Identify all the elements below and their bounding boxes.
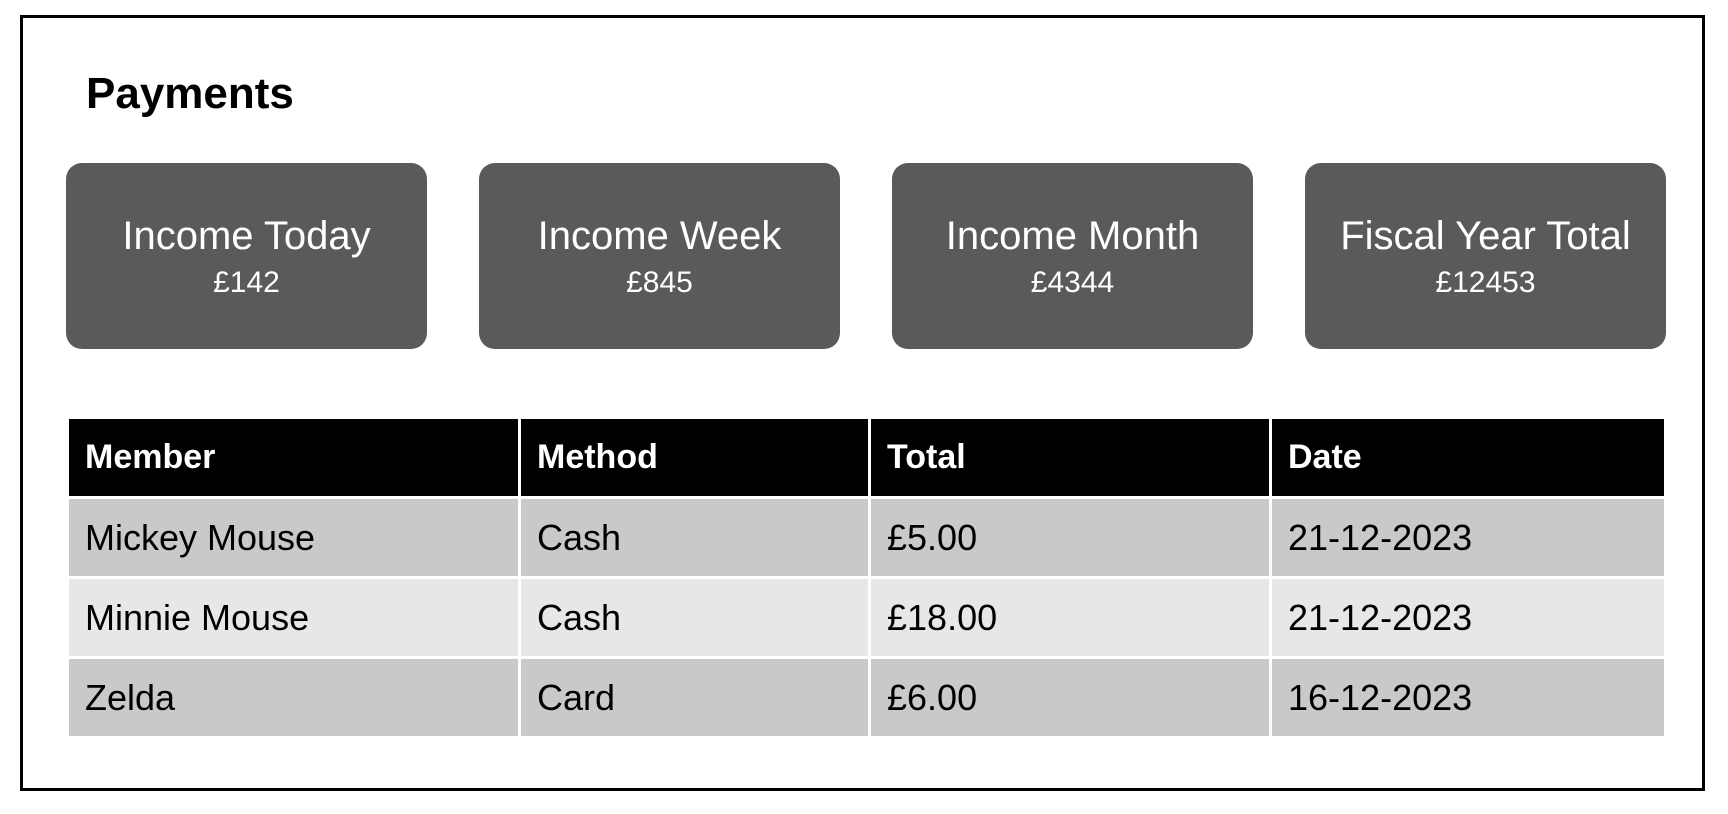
cell-member: Mickey Mouse <box>69 499 518 576</box>
stat-value: £845 <box>626 265 693 299</box>
stat-label: Fiscal Year Total <box>1340 213 1631 258</box>
page-title: Payments <box>86 69 294 118</box>
stat-label: Income Today <box>122 213 371 258</box>
stat-card-income-today[interactable]: Income Today £142 <box>66 163 427 349</box>
stat-value: £142 <box>213 265 280 299</box>
cell-method: Cash <box>521 579 868 656</box>
cell-date: 21-12-2023 <box>1272 579 1664 656</box>
cell-date: 16-12-2023 <box>1272 659 1664 736</box>
table-row[interactable]: Minnie Mouse Cash £18.00 21-12-2023 <box>69 579 1664 656</box>
stat-cards: Income Today £142 Income Week £845 Incom… <box>66 163 1666 349</box>
cell-member: Minnie Mouse <box>69 579 518 656</box>
cell-date: 21-12-2023 <box>1272 499 1664 576</box>
stat-label: Income Month <box>945 213 1200 258</box>
stat-value: £12453 <box>1435 265 1536 299</box>
cell-total: £18.00 <box>871 579 1269 656</box>
column-header-total[interactable]: Total <box>871 419 1269 496</box>
stat-card-fiscal-year-total[interactable]: Fiscal Year Total £12453 <box>1305 163 1666 349</box>
cell-method: Cash <box>521 499 868 576</box>
payments-panel: Payments Income Today £142 Income Week £… <box>20 15 1705 791</box>
column-header-member[interactable]: Member <box>69 419 518 496</box>
stat-card-income-week[interactable]: Income Week £845 <box>479 163 840 349</box>
payments-table: Member Method Total Date Mickey Mouse Ca… <box>66 416 1667 739</box>
stat-card-income-month[interactable]: Income Month £4344 <box>892 163 1253 349</box>
cell-total: £6.00 <box>871 659 1269 736</box>
table-header-row: Member Method Total Date <box>69 419 1664 496</box>
cell-method: Card <box>521 659 868 736</box>
column-header-method[interactable]: Method <box>521 419 868 496</box>
stat-label: Income Week <box>537 213 782 258</box>
table-row[interactable]: Zelda Card £6.00 16-12-2023 <box>69 659 1664 736</box>
cell-total: £5.00 <box>871 499 1269 576</box>
cell-member: Zelda <box>69 659 518 736</box>
stat-value: £4344 <box>1030 265 1115 299</box>
column-header-date[interactable]: Date <box>1272 419 1664 496</box>
table-row[interactable]: Mickey Mouse Cash £5.00 21-12-2023 <box>69 499 1664 576</box>
